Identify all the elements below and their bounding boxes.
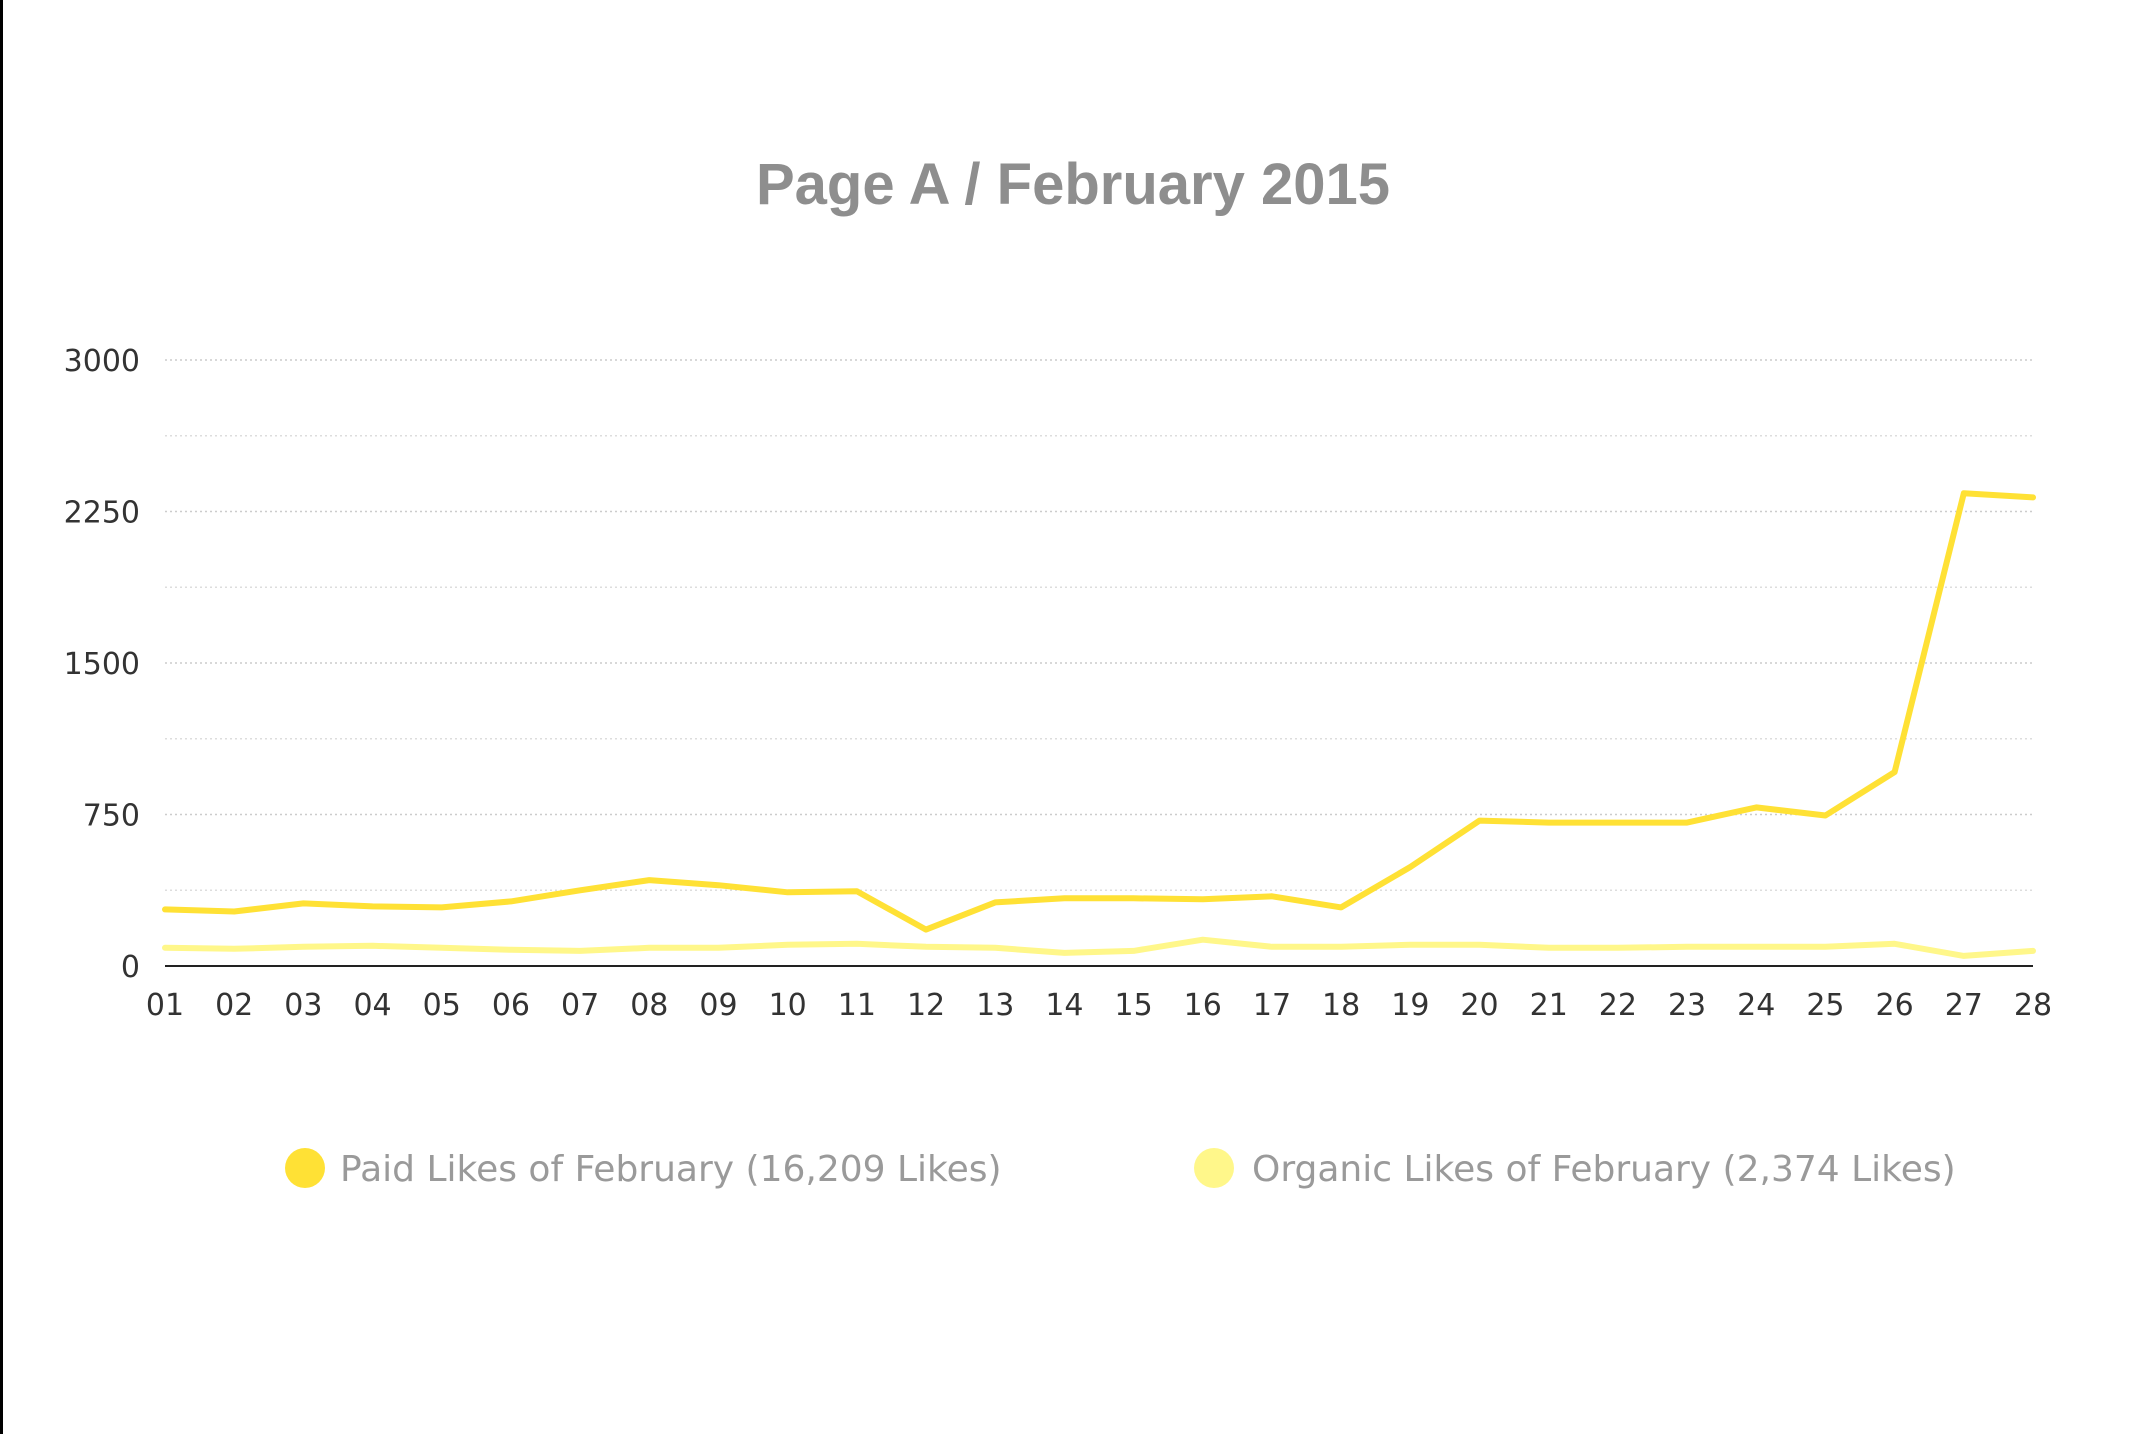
x-tick-label: 12 bbox=[907, 988, 945, 1023]
x-tick-label: 28 bbox=[2014, 988, 2052, 1023]
y-tick-label: 750 bbox=[83, 799, 140, 834]
chart-canvas: Page A / February 2015 0 750 1500 2250 3000 … bbox=[3, 0, 2134, 1434]
line-chart: Page A / February 2015 0750150022503000 … bbox=[64, 152, 2052, 1190]
legend-label: Paid Likes of February (16,209 Likes) bbox=[340, 1149, 1002, 1190]
series-lines bbox=[162, 490, 2036, 959]
x-tick-label: 14 bbox=[1045, 988, 1083, 1023]
x-tick-label: 18 bbox=[1322, 988, 1360, 1023]
x-tick-label: 03 bbox=[284, 988, 322, 1023]
paid-likes-line bbox=[162, 490, 2036, 933]
x-tick-label: 07 bbox=[561, 988, 599, 1023]
x-tick-label: 15 bbox=[1114, 988, 1152, 1023]
x-tick-label: 06 bbox=[492, 988, 530, 1023]
x-tick-label: 27 bbox=[1945, 988, 1983, 1023]
y-axis-ticks: 0 750 1500 2250 3000 bbox=[64, 344, 140, 985]
y-tick-label: 3000 bbox=[64, 344, 140, 379]
x-tick-label: 23 bbox=[1668, 988, 1706, 1023]
x-axis-ticks: 01 02 03 04 05 06 07 08 09 10 11 12 13 14 15 16 17 18 19 20… bbox=[146, 988, 2052, 1023]
x-tick-label: 20 bbox=[1460, 988, 1498, 1023]
legend-marker bbox=[1194, 1148, 1234, 1188]
y-tick-label: 0 bbox=[121, 950, 140, 985]
x-tick-label: 22 bbox=[1599, 988, 1637, 1023]
x-tick-label: 11 bbox=[838, 988, 876, 1023]
x-tick-label: 21 bbox=[1530, 988, 1568, 1023]
legend-label: Organic Likes of February (2,374 Likes) bbox=[1252, 1149, 1956, 1190]
x-tick-label: 01 bbox=[146, 988, 184, 1023]
x-tick-label: 13 bbox=[976, 988, 1014, 1023]
legend-marker bbox=[285, 1148, 325, 1188]
x-tick-label: 16 bbox=[1184, 988, 1222, 1023]
x-tick-label: 19 bbox=[1391, 988, 1429, 1023]
legend: Paid Likes of February (16,209 Likes) Org… bbox=[285, 1148, 1956, 1190]
organic-likes-line bbox=[162, 936, 2036, 959]
x-tick-label: 04 bbox=[353, 988, 391, 1023]
x-tick-label: 17 bbox=[1253, 988, 1291, 1023]
x-tick-label: 09 bbox=[699, 988, 737, 1023]
x-tick-label: 25 bbox=[1806, 988, 1844, 1023]
x-tick-label: 24 bbox=[1737, 988, 1775, 1023]
y-tick-label: 1500 bbox=[64, 647, 140, 682]
x-tick-label: 10 bbox=[769, 988, 807, 1023]
y-tick-label: 2250 bbox=[64, 496, 140, 531]
chart-title: Page A / February 2015 bbox=[756, 152, 1390, 217]
x-tick-label: 08 bbox=[630, 988, 668, 1023]
x-tick-label: 05 bbox=[423, 988, 461, 1023]
x-tick-label: 02 bbox=[215, 988, 253, 1023]
x-tick-label: 26 bbox=[1876, 988, 1914, 1023]
